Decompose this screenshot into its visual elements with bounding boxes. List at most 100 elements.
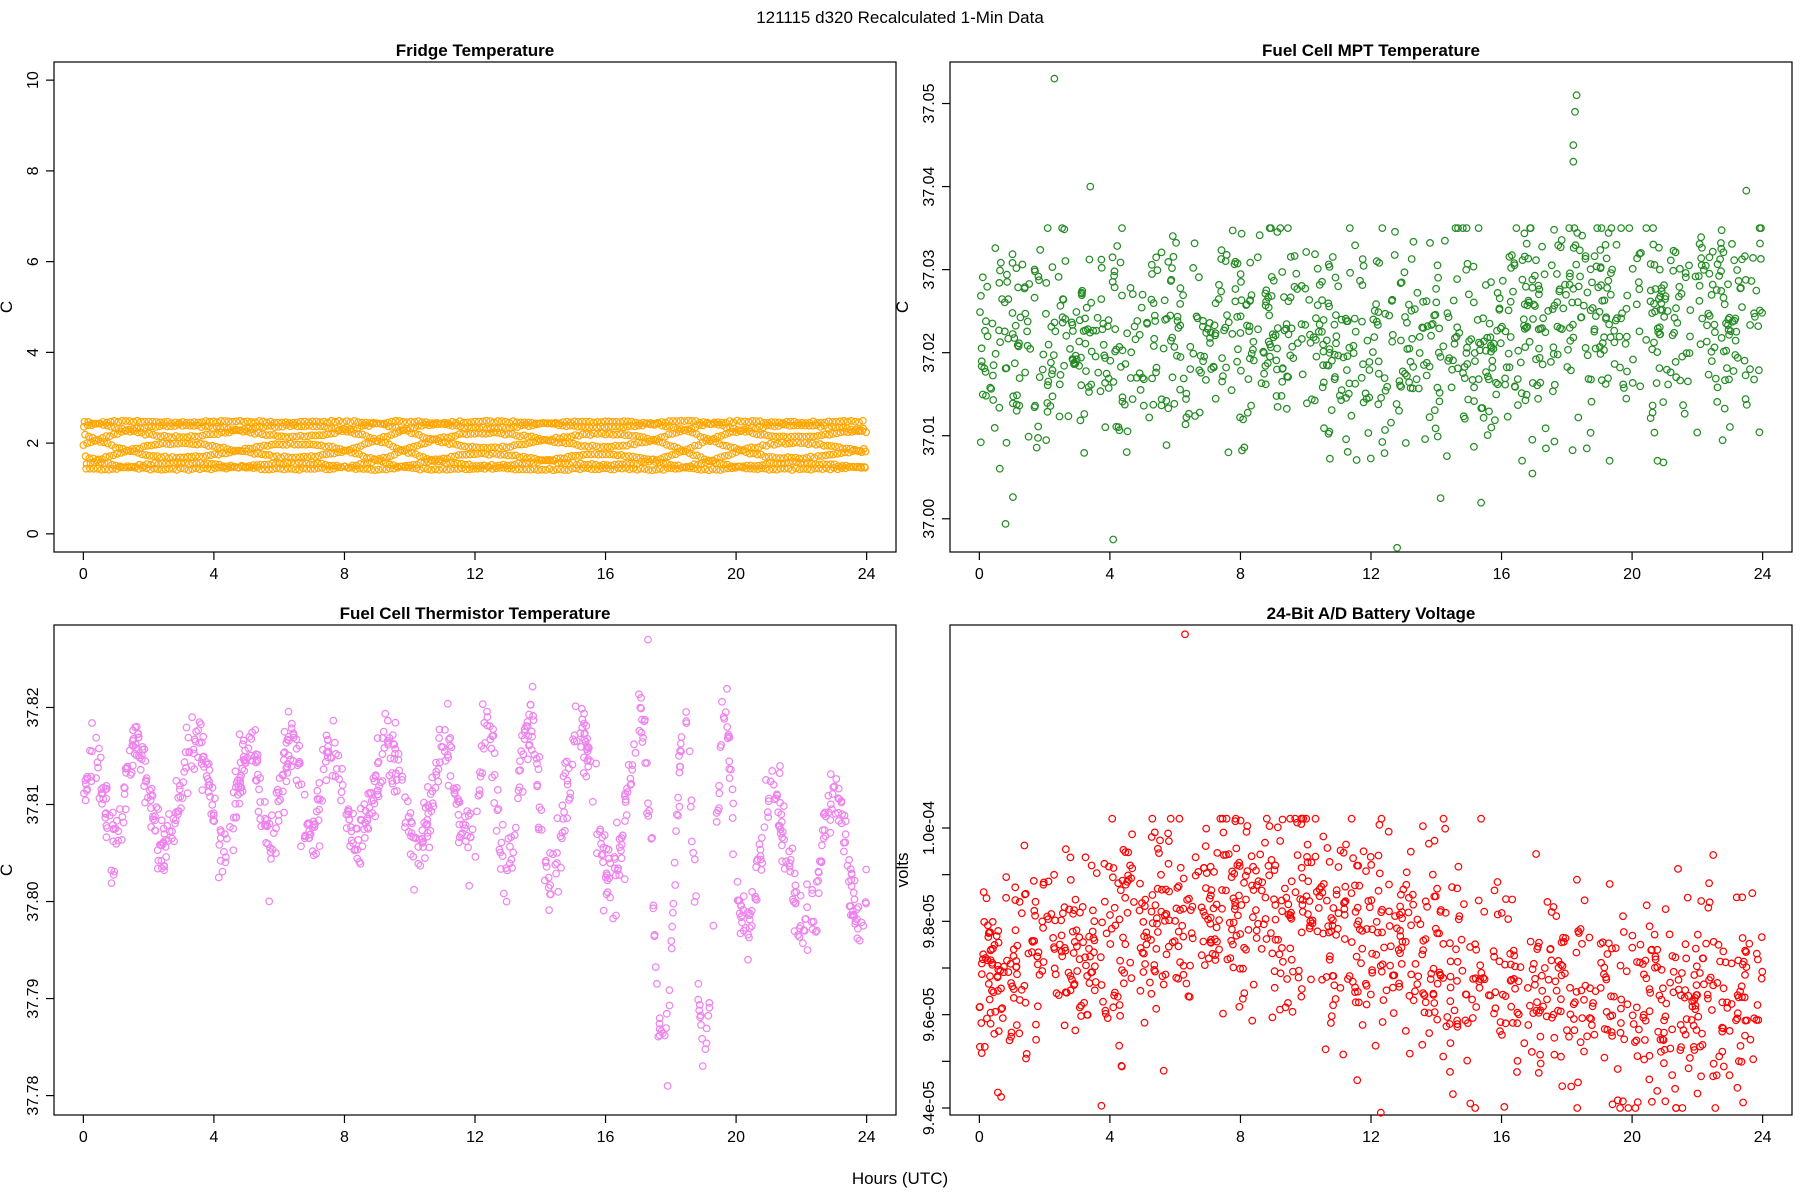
figure-x-axis-label: Hours (UTC): [852, 1169, 948, 1188]
data-point: [1569, 243, 1578, 252]
data-point: [1127, 974, 1136, 982]
data-point: [1211, 331, 1219, 340]
data-point: [569, 458, 577, 467]
data-point: [693, 451, 701, 460]
data-point: [674, 811, 682, 820]
data-point: [1277, 896, 1286, 905]
data-point: [1096, 387, 1105, 396]
data-point: [662, 1024, 670, 1032]
data-point: [1319, 347, 1328, 356]
data-point: [672, 417, 681, 426]
data-point: [1297, 863, 1306, 872]
data-point: [1069, 909, 1077, 918]
data-point: [1145, 413, 1154, 422]
data-point: [1582, 444, 1591, 453]
data-point: [446, 741, 455, 750]
data-point: [1443, 309, 1452, 318]
data-point: [571, 431, 579, 440]
data-point: [1298, 370, 1307, 379]
data-point: [1280, 884, 1289, 893]
data-point: [399, 418, 408, 426]
data-point: [1471, 357, 1479, 366]
data-point: [1530, 271, 1539, 280]
data-point: [1186, 906, 1195, 914]
data-point: [1505, 363, 1514, 372]
data-point: [475, 790, 484, 799]
data-point: [529, 438, 538, 447]
data-point: [209, 430, 218, 439]
data-point: [1655, 265, 1664, 274]
data-point: [1331, 273, 1340, 282]
data-point: [1419, 324, 1428, 332]
data-point: [1116, 956, 1124, 965]
data-point: [1240, 989, 1249, 997]
data-point: [275, 440, 284, 449]
data-point: [621, 452, 629, 461]
data-point: [1110, 903, 1119, 912]
data-point: [1741, 946, 1749, 955]
data-point: [1555, 287, 1564, 296]
data-point: [1231, 814, 1240, 823]
data-point: [1160, 917, 1169, 925]
data-point: [1325, 858, 1334, 866]
data-point: [1694, 1012, 1703, 1021]
data-point: [1135, 906, 1144, 915]
data-point: [319, 765, 328, 774]
data-point: [1372, 917, 1381, 926]
data-point: [379, 727, 388, 736]
data-point: [1087, 861, 1096, 870]
data-point: [1658, 984, 1667, 993]
data-point: [1514, 346, 1523, 355]
data-point: [1513, 1068, 1521, 1076]
data-point: [977, 357, 986, 366]
data-point: [1215, 916, 1223, 924]
data-point: [1378, 960, 1387, 969]
data-point: [556, 832, 565, 841]
data-point: [1064, 412, 1073, 421]
data-point: [203, 459, 212, 468]
data-point: [1616, 363, 1624, 372]
data-point: [1030, 293, 1039, 302]
data-point: [1585, 1014, 1594, 1022]
data-point: [1023, 327, 1031, 336]
data-point: [657, 418, 666, 426]
data-point: [1131, 335, 1140, 344]
data-point: [575, 432, 583, 440]
data-point: [783, 453, 792, 462]
data-point: [978, 273, 987, 282]
data-point: [1565, 269, 1574, 278]
data-point: [991, 349, 1000, 358]
data-point: [636, 703, 645, 712]
data-point: [85, 454, 94, 463]
data-point: [1713, 383, 1722, 392]
data-point: [675, 768, 684, 777]
data-point: [1118, 291, 1126, 300]
data-point: [1418, 1040, 1427, 1049]
data-point: [1021, 368, 1029, 377]
data-point: [393, 787, 401, 795]
data-point: [597, 429, 606, 438]
data-point: [149, 430, 157, 439]
data-point: [728, 785, 737, 794]
data-point: [1352, 952, 1361, 961]
data-point: [778, 857, 786, 866]
data-point: [446, 772, 455, 780]
data-point: [617, 451, 626, 459]
data-point: [1642, 336, 1651, 344]
data-point: [141, 430, 150, 439]
data-point: [401, 823, 409, 832]
data-point: [1236, 312, 1245, 321]
x-tick-label: 20: [1623, 566, 1641, 583]
data-point: [1677, 1043, 1685, 1051]
data-point: [1677, 969, 1686, 977]
data-point: [1441, 824, 1450, 833]
data-point: [204, 442, 213, 450]
data-point: [474, 429, 483, 437]
data-point: [1170, 343, 1179, 351]
data-point: [1695, 281, 1704, 290]
data-point: [704, 456, 713, 465]
data-point: [1709, 1059, 1718, 1068]
data-point: [103, 439, 112, 448]
data-point: [1243, 822, 1252, 830]
data-point: [795, 454, 804, 463]
